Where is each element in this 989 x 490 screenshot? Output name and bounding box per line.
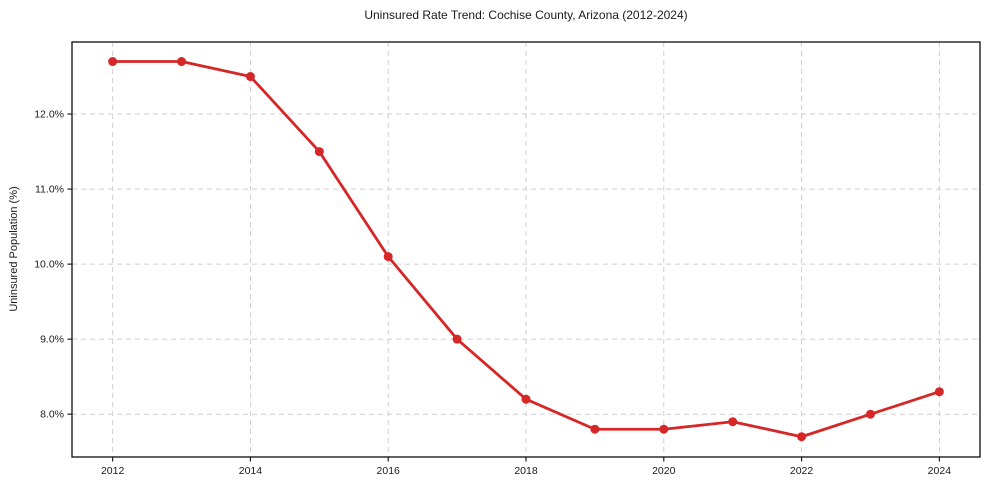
y-tick-label: 8.0% bbox=[40, 409, 64, 421]
data-point-2017 bbox=[452, 334, 462, 344]
x-tick-label: 2018 bbox=[514, 465, 538, 477]
data-point-2019 bbox=[590, 424, 600, 434]
y-tick-label: 9.0% bbox=[40, 334, 64, 346]
data-point-2020 bbox=[659, 424, 669, 434]
chart-title: Uninsured Rate Trend: Cochise County, Ar… bbox=[364, 8, 688, 22]
data-point-2018 bbox=[521, 394, 531, 404]
y-tick-label: 12.0% bbox=[34, 109, 64, 121]
x-tick-label: 2012 bbox=[101, 465, 125, 477]
data-point-2013 bbox=[177, 57, 187, 67]
y-tick-label: 11.0% bbox=[35, 184, 64, 196]
data-point-2016 bbox=[383, 252, 393, 262]
y-axis-label: Uninsured Population (%) bbox=[8, 186, 20, 312]
data-point-2014 bbox=[245, 72, 255, 82]
x-tick-label: 2016 bbox=[377, 465, 401, 477]
data-point-2022 bbox=[797, 432, 807, 442]
x-tick-label: 2020 bbox=[652, 465, 676, 477]
x-tick-label: 2024 bbox=[928, 465, 952, 477]
data-point-2024 bbox=[934, 387, 944, 397]
data-point-2023 bbox=[865, 409, 875, 419]
data-point-2021 bbox=[728, 417, 738, 427]
x-tick-label: 2022 bbox=[790, 465, 814, 477]
y-tick-label: 10.0% bbox=[34, 259, 64, 271]
data-point-2015 bbox=[314, 147, 324, 157]
x-tick-label: 2014 bbox=[239, 465, 263, 477]
data-point-2012 bbox=[108, 57, 118, 67]
